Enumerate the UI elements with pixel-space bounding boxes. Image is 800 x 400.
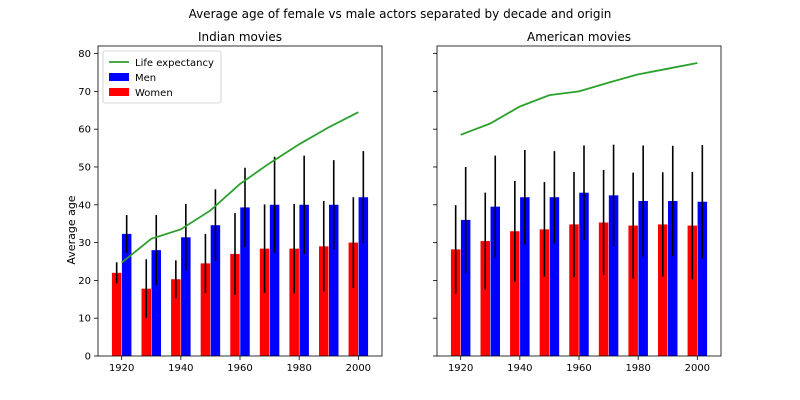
x-tick-label: 1980 (286, 363, 311, 374)
panel-title-indian: Indian movies (198, 30, 282, 44)
women-bar (259, 248, 270, 356)
men-bar (358, 197, 369, 356)
women-bar (628, 225, 638, 356)
women-bar (348, 242, 359, 356)
women-bar (687, 225, 698, 356)
women-bar (289, 248, 299, 356)
women-bar (569, 224, 579, 356)
x-tick-label: 1960 (227, 363, 252, 374)
women-bar (319, 246, 329, 356)
men-bar (210, 225, 221, 356)
y-tick-label: 10 (78, 314, 91, 325)
y-tick-label: 20 (78, 276, 91, 287)
men-bar (329, 204, 339, 356)
y-tick-label: 80 (78, 49, 91, 60)
figure-title: Average age of female vs male actors sep… (189, 7, 612, 21)
legend-swatch (109, 88, 129, 96)
men-bar (181, 237, 191, 356)
y-tick-label: 70 (78, 87, 91, 98)
x-tick-label: 2000 (346, 363, 371, 374)
legend-label: Life expectancy (135, 58, 214, 69)
men-bar (269, 204, 280, 356)
x-tick-label: 1980 (625, 363, 650, 374)
x-tick-label: 1940 (168, 363, 193, 374)
legend-label: Women (135, 88, 173, 99)
men-bar (697, 201, 708, 356)
x-tick-label: 1960 (566, 363, 591, 374)
legend-box (102, 50, 222, 104)
women-bar (141, 288, 151, 356)
life-expectancy-line (121, 111, 359, 264)
women-bar (658, 224, 668, 356)
panel-1: 1920 1940 1960 1980 2000 (433, 45, 722, 374)
women-bar (171, 279, 181, 356)
women-bar (200, 263, 211, 356)
y-tick-label: 30 (78, 238, 91, 249)
plot-frame (436, 45, 722, 357)
men-bar (460, 219, 471, 356)
men-bar (520, 197, 530, 356)
panel-0: 1920 1940 1960 1980 2000 0 10 20 30 40 50 60 70 80 Lif… (78, 45, 383, 374)
men-bar (549, 197, 560, 356)
legend: Life expectancy Men Women (102, 50, 222, 104)
women-bar (111, 272, 122, 356)
x-tick-label: 2000 (685, 363, 710, 374)
men-bar (638, 201, 648, 356)
life-expectancy-line (460, 62, 698, 136)
x-tick-label: 1920 (109, 363, 134, 374)
men-bar (299, 204, 309, 356)
men-bar (121, 233, 132, 356)
y-tick-label: 0 (85, 352, 91, 363)
men-bar (579, 192, 589, 356)
women-bar (539, 229, 550, 356)
panel-title-american: American movies (527, 30, 631, 44)
women-bar (510, 231, 520, 356)
women-bar (480, 241, 490, 356)
legend-label: Men (135, 73, 156, 84)
women-bar (450, 249, 461, 356)
x-tick-label: 1920 (448, 363, 473, 374)
men-bar (608, 195, 619, 356)
y-axis-label: Average age (65, 195, 78, 264)
women-bar (230, 253, 240, 356)
y-tick-label: 50 (78, 162, 91, 173)
women-bar (598, 222, 609, 356)
men-bar (240, 207, 250, 356)
men-bar (668, 201, 678, 356)
men-bar (151, 250, 161, 356)
men-bar (490, 206, 500, 356)
legend-swatch (109, 73, 129, 81)
y-tick-label: 40 (78, 200, 91, 211)
y-tick-label: 60 (78, 125, 91, 136)
x-tick-label: 1940 (507, 363, 532, 374)
